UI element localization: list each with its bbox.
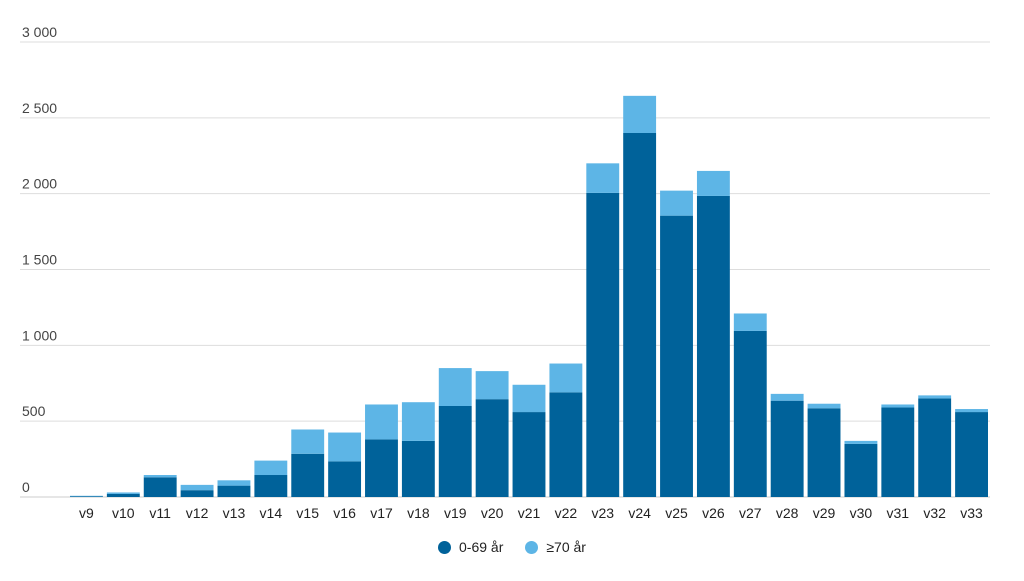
x-tick-label-v24: v24 [628, 505, 651, 521]
bar-v16-0-69[interactable] [328, 461, 362, 497]
bar-v17-70plus[interactable] [365, 404, 398, 440]
y-tick-label: 2 500 [22, 100, 57, 116]
bar-v19-70plus[interactable] [438, 368, 472, 406]
bar-v12-70plus[interactable] [180, 484, 214, 491]
y-tick-label: 1 000 [22, 327, 57, 343]
legend-swatch-70plus [525, 540, 539, 554]
x-tick-label-v17: v17 [370, 505, 393, 521]
bar-v25-70plus[interactable] [660, 190, 693, 216]
x-tick-label-v25: v25 [665, 505, 688, 521]
x-tick-label-v23: v23 [591, 505, 614, 521]
bar-v30-0-69[interactable] [844, 443, 878, 497]
x-tick-label-v21: v21 [518, 505, 541, 521]
bars [70, 95, 988, 498]
legend-item-70plus[interactable]: ≥70 år [525, 539, 586, 555]
x-tick-label-v30: v30 [850, 505, 873, 521]
stacked-bar-chart: 0 500 1 000 1 500 2 000 2 500 3 000 v9 v10 v11 v1… [20, 24, 990, 521]
x-tick-label-v31: v31 [887, 505, 910, 521]
bar-v19-0-69[interactable] [438, 406, 472, 497]
bar-v11-0-69[interactable] [143, 477, 177, 497]
bar-v25-0-69[interactable] [660, 215, 693, 498]
bar-v10-0-69[interactable] [106, 493, 140, 497]
x-tick-label-v28: v28 [776, 505, 799, 521]
x-axis-ticks: v9 v10 v11 v12 v13 v14 v15 v16 v17 v18 v19 v20 v21 v2… [79, 505, 983, 521]
bar-v15-0-69[interactable] [291, 453, 325, 497]
bar-v32-0-69[interactable] [918, 398, 952, 497]
legend-item-0-69[interactable]: 0-69 år [438, 539, 503, 555]
bar-v26-0-69[interactable] [696, 195, 730, 498]
bar-v23-0-69[interactable] [586, 192, 620, 498]
bar-v13-0-69[interactable] [217, 485, 251, 497]
bar-v33-70plus[interactable] [955, 409, 988, 413]
x-tick-label-v13: v13 [223, 505, 246, 521]
bar-v9-0-69[interactable] [70, 496, 103, 497]
x-tick-label-v27: v27 [739, 505, 762, 521]
y-axis-ticks: 0 500 1 000 1 500 2 000 2 500 3 000 [22, 24, 57, 495]
bar-v27-0-69[interactable] [733, 330, 767, 497]
x-tick-label-v32: v32 [923, 505, 946, 521]
bar-v14-0-69[interactable] [254, 475, 288, 497]
legend-label-0-69: 0-69 år [459, 539, 504, 555]
bar-v33-0-69[interactable] [955, 412, 988, 497]
x-tick-label-v20: v20 [481, 505, 504, 521]
bar-v29-70plus[interactable] [807, 403, 841, 409]
bar-v30-70plus[interactable] [844, 440, 878, 444]
x-tick-label-v14: v14 [260, 505, 283, 521]
x-tick-label-v16: v16 [333, 505, 356, 521]
bar-v28-70plus[interactable] [770, 393, 804, 401]
bar-v21-0-69[interactable] [512, 412, 546, 497]
bar-v24-70plus[interactable] [623, 95, 657, 133]
bar-v32-70plus[interactable] [918, 395, 952, 399]
legend-swatch-0-69 [438, 540, 452, 554]
y-tick-label: 0 [22, 479, 30, 495]
bar-v24-0-69[interactable] [623, 133, 657, 497]
x-tick-label-v15: v15 [296, 505, 319, 521]
bar-v21-70plus[interactable] [512, 384, 546, 413]
legend-label-70plus: ≥70 år [546, 539, 586, 555]
bar-v15-70plus[interactable] [291, 429, 325, 454]
x-tick-label-v18: v18 [407, 505, 430, 521]
y-tick-label: 1 500 [22, 252, 57, 268]
bar-v13-70plus[interactable] [217, 480, 251, 486]
bar-v29-0-69[interactable] [807, 408, 841, 497]
x-tick-label-v9: v9 [79, 505, 94, 521]
bar-v10-70plus[interactable] [106, 492, 140, 494]
bar-v17-0-69[interactable] [365, 439, 398, 497]
bar-v16-70plus[interactable] [328, 432, 362, 462]
x-tick-label-v19: v19 [444, 505, 467, 521]
legend: 0-69 år ≥70 år [0, 539, 1024, 555]
x-tick-label-v33: v33 [960, 505, 983, 521]
bar-v31-0-69[interactable] [881, 407, 915, 497]
y-tick-label: 500 [22, 403, 46, 419]
bar-v18-70plus[interactable] [401, 402, 435, 441]
bar-v22-70plus[interactable] [549, 363, 583, 393]
bar-v20-0-69[interactable] [475, 399, 509, 497]
x-tick-label-v12: v12 [186, 505, 209, 521]
bar-v14-70plus[interactable] [254, 460, 288, 476]
bar-v28-0-69[interactable] [770, 400, 804, 497]
y-tick-label: 2 000 [22, 176, 57, 192]
y-tick-label: 3 000 [22, 24, 57, 40]
bar-v23-70plus[interactable] [586, 163, 620, 193]
x-tick-label-v26: v26 [702, 505, 725, 521]
bar-v22-0-69[interactable] [549, 392, 583, 497]
bar-v11-70plus[interactable] [143, 475, 177, 478]
bar-v27-70plus[interactable] [733, 313, 767, 331]
bar-v18-0-69[interactable] [401, 440, 435, 497]
bar-v20-70plus[interactable] [475, 371, 509, 400]
bar-v26-70plus[interactable] [696, 170, 730, 196]
x-tick-label-v10: v10 [112, 505, 135, 521]
x-tick-label-v22: v22 [555, 505, 578, 521]
x-tick-label-v29: v29 [813, 505, 836, 521]
x-tick-label-v11: v11 [149, 505, 171, 521]
bar-v31-70plus[interactable] [881, 404, 915, 408]
bar-v12-0-69[interactable] [180, 490, 214, 497]
